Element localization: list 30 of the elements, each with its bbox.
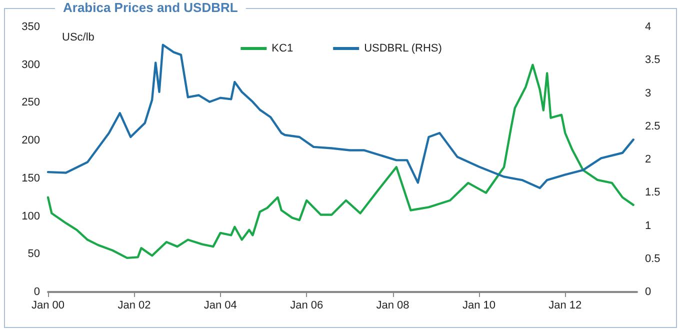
y-tick-label: 300 [22, 58, 40, 71]
y2-tick-label: 3.5 [645, 54, 660, 66]
y-tick-label: 200 [22, 134, 40, 147]
x-tick-label: Jan 06 [290, 300, 324, 312]
x-tick-label: Jan 10 [462, 300, 496, 312]
y2-tick-label: 2 [645, 154, 652, 166]
y-tick-label: 150 [22, 172, 40, 184]
y-tick-label: 350 [22, 21, 40, 33]
y-tick-label: 50 [28, 248, 40, 260]
y2-tick-label: 0 [645, 286, 652, 298]
y-tick-label: 0 [34, 286, 40, 298]
y-axis-title: USc/lb [62, 32, 94, 44]
line-series [46, 64, 634, 260]
y2-tick-label: 1 [645, 220, 652, 232]
x-tick-label: Jan 04 [204, 300, 237, 312]
y2-tick-label: 4 [645, 21, 652, 33]
legend-label: KC1 [272, 42, 294, 54]
y2-tick-label: 1.5 [645, 186, 660, 199]
y-tick-label: 100 [22, 210, 40, 222]
x-tick-label: Jan 08 [376, 300, 410, 312]
y-tick-label: 250 [22, 96, 40, 109]
y2-tick-label: 3 [645, 87, 652, 100]
x-tick-label: Jan 00 [31, 300, 65, 312]
line-series [46, 44, 634, 190]
legend-label: USDBRL (RHS) [364, 42, 442, 54]
chart-title: Arabica Prices and USDBRL [63, 0, 238, 15]
y2-tick-label: 2.5 [645, 120, 660, 132]
x-tick-label: Jan 02 [118, 300, 151, 312]
x-tick-label: Jan 12 [548, 300, 582, 312]
y2-tick-label: 0.5 [645, 252, 660, 265]
